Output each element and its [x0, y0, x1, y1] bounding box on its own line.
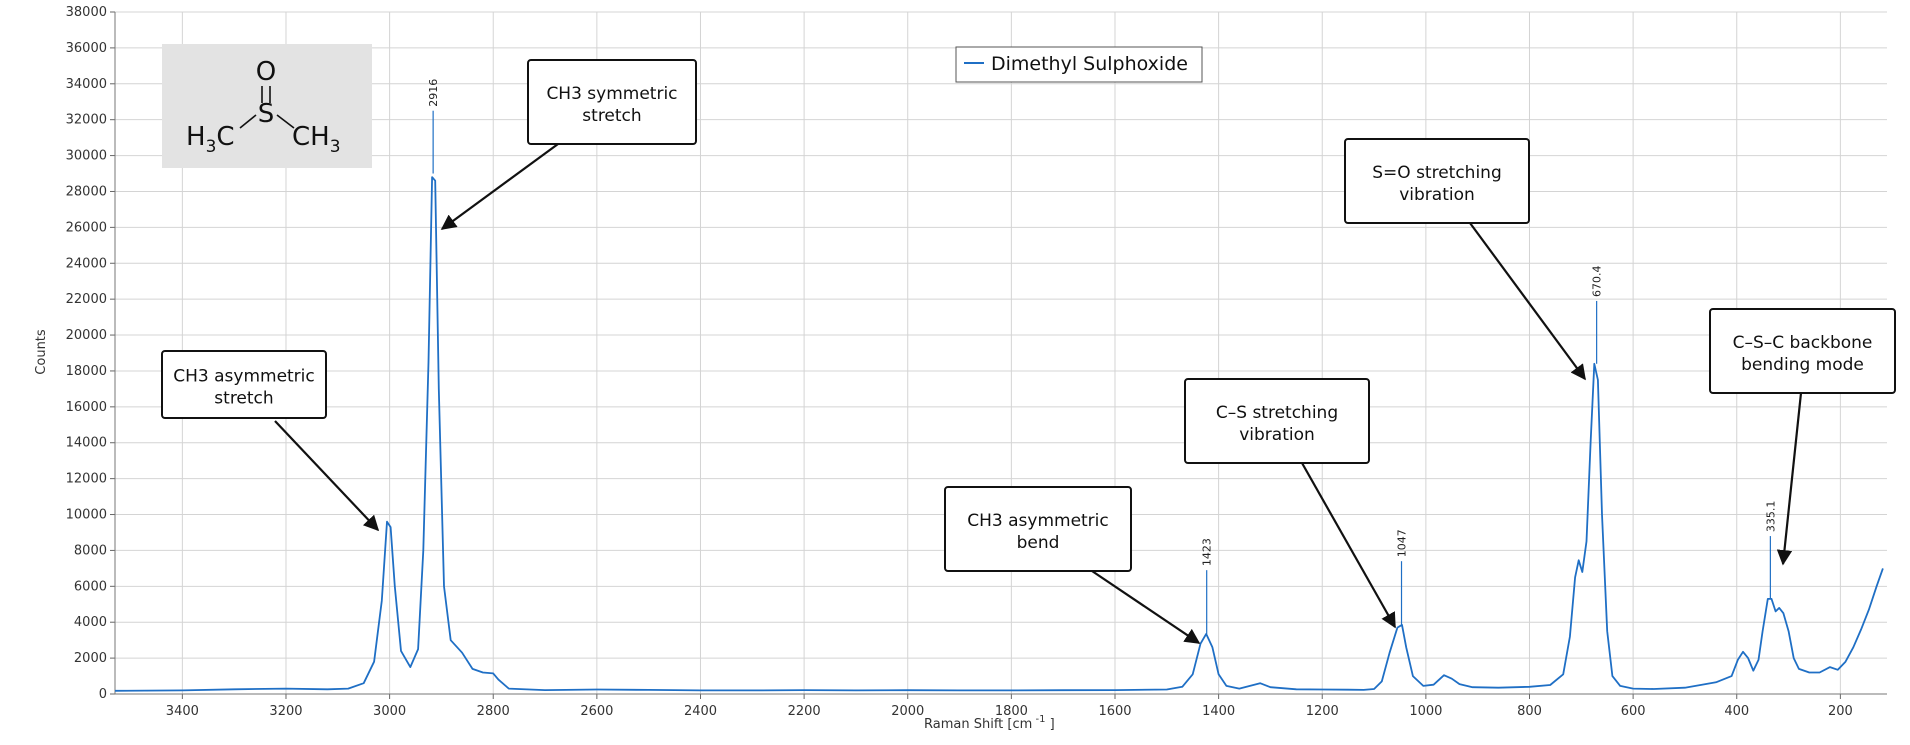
grid [115, 11, 1887, 695]
y-tick-label: 4000 [74, 615, 107, 630]
y-tick-label: 10000 [66, 508, 107, 523]
x-tick-label: 2400 [684, 704, 717, 719]
x-tick-label: 3400 [166, 704, 199, 719]
callout-arrow [1776, 392, 1803, 566]
y-tick-label: 6000 [74, 579, 107, 594]
peak-label: 1423 [1201, 538, 1214, 566]
callout-label: CH3 asymmetric [967, 511, 1109, 531]
oxygen-atom-label: O [256, 57, 276, 87]
callout-box [1709, 308, 1896, 394]
y-tick-label: 2000 [74, 651, 107, 666]
bond-right [276, 114, 295, 129]
x-tick-label: 3000 [373, 704, 406, 719]
y-tick-label: 22000 [66, 292, 107, 307]
callout-label: C–S–C backbone [1733, 333, 1873, 353]
legend-box [955, 46, 1203, 83]
y-tick-label: 24000 [66, 256, 107, 271]
y-tick-label: 26000 [66, 220, 107, 235]
peak-label: 335.1 [1764, 501, 1777, 533]
callout-label: stretch [214, 389, 273, 409]
x-tick-label: 1400 [1202, 704, 1235, 719]
callout-box [1184, 378, 1370, 464]
callout-label: vibration [1239, 425, 1315, 445]
structure-background [162, 44, 372, 168]
y-tick-label: 38000 [66, 5, 107, 20]
x-tick-label: 2600 [580, 704, 613, 719]
callout-label: C–S stretching [1216, 403, 1338, 423]
callout-box [944, 486, 1132, 572]
x-tick-label: 200 [1828, 704, 1853, 719]
callout-label: vibration [1399, 185, 1475, 205]
x-tick-label: 2800 [477, 704, 510, 719]
y-tick-label: 28000 [66, 184, 107, 199]
callout-label: CH3 symmetric [546, 84, 677, 104]
x-tick-label: 3200 [269, 704, 302, 719]
methyl-right-label: CH3 [292, 122, 341, 157]
callout-label: bending mode [1741, 355, 1864, 375]
legend-label: Dimethyl Sulphoxide [991, 53, 1188, 75]
y-tick-label: 16000 [66, 400, 107, 415]
x-axis-title: Raman Shift [cm -1 ] [924, 714, 1055, 732]
tick-labels: 0 2000 4000 6000 8000 10000 12000 14000 16000 180… [66, 5, 1853, 719]
bond-left [239, 114, 257, 129]
peak-label: 670.4 [1591, 265, 1604, 297]
x-tick-label: 1200 [1306, 704, 1339, 719]
callout-label: stretch [582, 106, 641, 126]
x-tick-label: 800 [1517, 704, 1542, 719]
sulfur-atom-label: S [258, 99, 275, 129]
callout-arrow [440, 143, 559, 230]
axes [110, 11, 1887, 699]
x-tick-label: 1800 [995, 704, 1028, 719]
x-tick-label: 400 [1724, 704, 1749, 719]
series-line-dimethyl-sulphoxide [114, 176, 1884, 692]
x-tick-label: 2000 [891, 704, 924, 719]
y-tick-label: 12000 [66, 472, 107, 487]
x-tick-label: 2200 [788, 704, 821, 719]
y-tick-label: 14000 [66, 436, 107, 451]
y-tick-label: 18000 [66, 364, 107, 379]
peak-label: 2916 [427, 79, 440, 107]
x-tick-label: 1600 [1098, 704, 1131, 719]
callout-label: bend [1017, 533, 1060, 553]
y-tick-label: 30000 [66, 149, 107, 164]
y-tick-label: 0 [99, 687, 107, 702]
callout-box [527, 59, 697, 145]
legend: Dimethyl Sulphoxide [955, 46, 1203, 83]
x-tick-label: 1000 [1409, 704, 1442, 719]
plot-area [115, 12, 1887, 694]
methyl-left-label: H3C [186, 122, 235, 157]
y-tick-label: 8000 [74, 543, 107, 558]
dmso-structure-image: O S H3C CH3 [162, 44, 372, 168]
callout-arrow [1091, 570, 1201, 644]
callout-arrow [274, 420, 380, 532]
callout-label: S=O stretching [1372, 163, 1502, 183]
callout-box [161, 350, 327, 419]
peak-label: 1047 [1396, 529, 1409, 557]
y-tick-label: 34000 [66, 77, 107, 92]
y-tick-label: 36000 [66, 41, 107, 56]
x-tick-label: 600 [1621, 704, 1646, 719]
y-tick-label: 32000 [66, 113, 107, 128]
peak-markers: 2916 1423 1047 670.4 335.1 [427, 79, 1777, 634]
callout-label: CH3 asymmetric [173, 367, 315, 387]
callout-arrow [1301, 462, 1396, 629]
callout-arrow [1469, 222, 1586, 381]
y-axis-title: Counts [34, 329, 49, 375]
y-tick-label: 20000 [66, 328, 107, 343]
callout-box [1344, 138, 1530, 224]
